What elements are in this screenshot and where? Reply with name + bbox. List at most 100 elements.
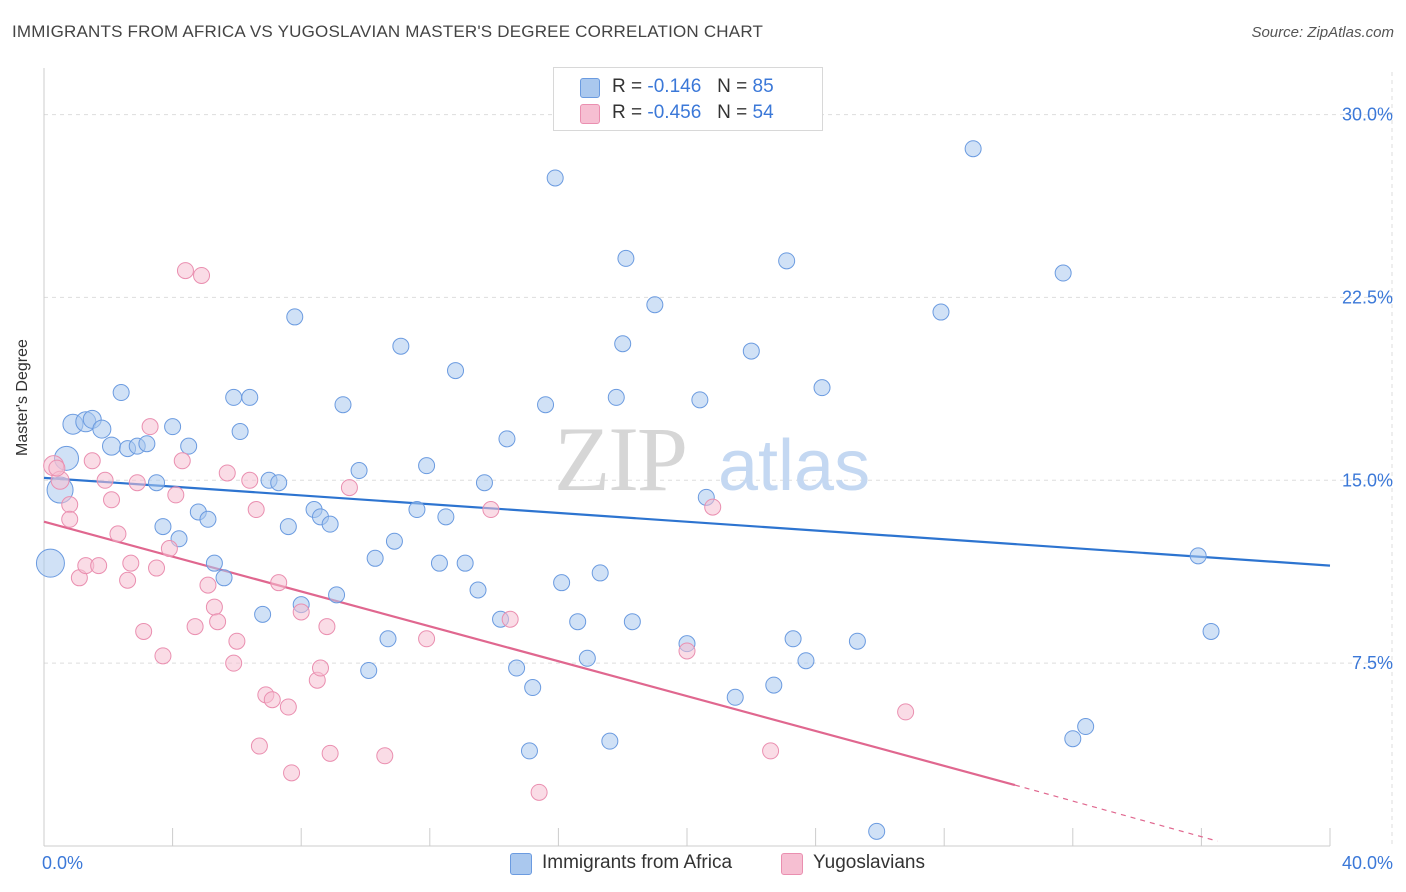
yugoslavian-point — [311, 659, 329, 677]
legend-r-label: R = — [612, 76, 643, 97]
y-axis-label: Master's Degree — [14, 339, 31, 456]
yugoslavian-point — [250, 737, 268, 755]
legend-swatch-africa — [580, 78, 600, 98]
africa-point — [553, 574, 571, 592]
africa-point — [1064, 730, 1082, 748]
yugoslavian-point — [141, 418, 159, 436]
legend-n-yugoslavians: 54 — [752, 102, 774, 123]
bottom-legend-label-africa: Immigrants from Africa — [542, 852, 733, 873]
yugoslavian-point — [218, 464, 236, 482]
yugoslavian-point — [199, 576, 217, 594]
yugoslavian-point — [279, 698, 297, 716]
africa-point — [1189, 547, 1207, 565]
yugoslavian-point — [897, 703, 915, 721]
yugoslavian-point — [321, 744, 339, 762]
yugoslavian-point — [186, 618, 204, 636]
africa-point — [92, 419, 112, 439]
x-tick-label: 0.0% — [42, 853, 83, 873]
yugoslavian-point — [154, 647, 172, 665]
africa-point — [537, 396, 555, 414]
africa-point — [617, 249, 635, 267]
africa-point — [1054, 264, 1072, 282]
yugoslavian-point — [83, 452, 101, 470]
yugoslavian-point — [530, 783, 548, 801]
africa-point — [350, 462, 368, 480]
africa-point — [691, 391, 709, 409]
legend-r-africa: -0.146 — [647, 76, 702, 97]
yugoslavian-trend-extension — [1014, 784, 1218, 842]
africa-point — [456, 554, 474, 572]
africa-point — [520, 742, 538, 760]
africa-point — [138, 435, 156, 453]
legend-n-africa: 85 — [752, 76, 774, 97]
africa-point — [813, 379, 831, 397]
legend-r-label: R = — [612, 102, 643, 123]
chart-title: IMMIGRANTS FROM AFRICA VS YUGOSLAVIAN MA… — [12, 22, 764, 41]
yugoslavian-point — [96, 471, 114, 489]
africa-point — [279, 518, 297, 536]
africa-point — [591, 564, 609, 582]
africa-point — [524, 679, 542, 697]
africa-point — [578, 649, 596, 667]
africa-point — [254, 605, 272, 623]
africa-point — [868, 822, 886, 840]
yugoslavian-point — [704, 498, 722, 516]
africa-point — [199, 510, 217, 528]
yugoslavian-point — [135, 622, 153, 640]
yugoslavian-point — [109, 525, 127, 543]
africa-point — [225, 388, 243, 406]
legend-swatch-yugoslavians — [580, 104, 600, 124]
africa-point — [35, 548, 65, 578]
yugoslavian-point — [241, 471, 259, 489]
yugoslavian-point — [283, 764, 301, 782]
africa-point — [475, 474, 493, 492]
yugoslavian-point — [263, 691, 281, 709]
yugoslavian-point — [482, 501, 500, 519]
africa-point — [379, 630, 397, 648]
africa-point — [328, 586, 346, 604]
africa-point — [102, 436, 122, 456]
yugoslavian-point — [48, 459, 66, 477]
africa-point — [385, 532, 403, 550]
africa-point — [231, 423, 249, 441]
legend-n-label: N = — [717, 76, 748, 97]
yugoslavian-point — [61, 510, 79, 528]
africa-point — [932, 303, 950, 321]
africa-point — [1077, 718, 1095, 736]
yugoslavian-point — [247, 501, 265, 519]
africa-point — [164, 418, 182, 436]
yugoslavian-point — [122, 554, 140, 572]
africa-point — [241, 388, 259, 406]
yugoslavian-point — [148, 559, 166, 577]
africa-point — [508, 659, 526, 677]
y-tick-label: 22.5% — [1342, 287, 1393, 307]
africa-point — [148, 474, 166, 492]
africa-point — [784, 630, 802, 648]
yugoslavian-point — [340, 479, 358, 497]
africa-point — [1202, 622, 1220, 640]
africa-point — [154, 518, 172, 536]
legend-n-label: N = — [717, 102, 748, 123]
yugoslavian-point — [205, 598, 223, 616]
axes — [43, 68, 1331, 847]
correlation-legend: R = -0.146 N = 85 R = -0.456 N = 54 — [553, 67, 823, 131]
africa-point — [964, 140, 982, 158]
africa-point — [418, 457, 436, 475]
africa-point — [334, 396, 352, 414]
yugoslavian-point — [678, 642, 696, 660]
yugoslavian-point — [225, 654, 243, 672]
legend-r-yugoslavians: -0.456 — [647, 102, 702, 123]
africa-point — [286, 308, 304, 326]
yugoslavian-point — [90, 557, 108, 575]
yugoslavian-point — [176, 262, 194, 280]
yugoslavian-point — [501, 610, 519, 628]
yugoslavian-point — [193, 266, 211, 284]
y-tick-label: 7.5% — [1352, 653, 1393, 673]
africa-point — [614, 335, 632, 353]
africa-point — [180, 437, 198, 455]
yugoslavian-point — [167, 486, 185, 504]
africa-point — [646, 296, 664, 314]
africa-point — [321, 515, 339, 533]
yugoslavian-point — [418, 630, 436, 648]
yugoslavian-point — [61, 496, 79, 514]
